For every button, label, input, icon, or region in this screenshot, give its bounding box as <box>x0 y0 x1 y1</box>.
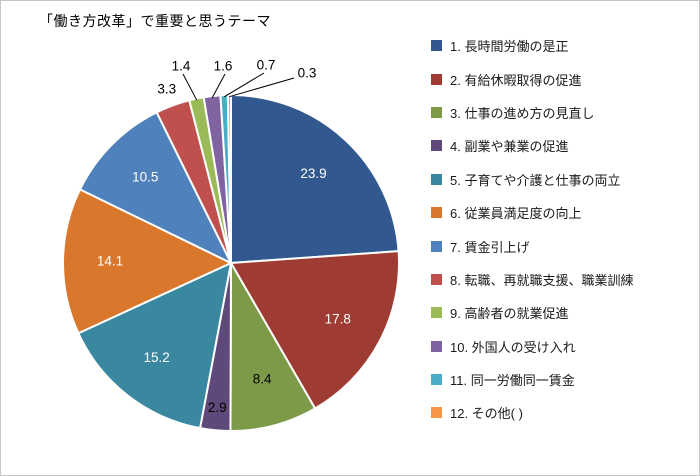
legend-swatch <box>431 106 442 118</box>
data-label: 10.5 <box>132 169 158 184</box>
legend-item: 12. その他( ) <box>431 396 693 429</box>
legend-swatch <box>431 240 442 252</box>
legend: 1. 長時間労働の是正 2. 有給休暇取得の促進 3. 仕事の進め方の見直し 4… <box>431 29 693 430</box>
legend-item: 3. 仕事の進め方の見直し <box>431 96 693 129</box>
pie-slice <box>230 250 400 410</box>
data-label: 2.9 <box>208 400 227 415</box>
legend-label: 4. 副業や兼業の促進 <box>450 139 569 155</box>
data-label: 0.3 <box>298 66 317 81</box>
legend-label: 11. 同一労働同一賃金 <box>450 373 575 389</box>
legend-label: 2. 有給休暇取得の促進 <box>450 72 582 88</box>
data-label: 23.9 <box>300 166 326 181</box>
legend-item: 1. 長時間労働の是正 <box>431 29 693 62</box>
legend-item: 8. 転職、再就職支援、職業訓練 <box>431 263 693 296</box>
legend-swatch <box>431 374 442 386</box>
legend-item: 2. 有給休暇取得の促進 <box>431 62 693 95</box>
legend-label: 10. 外国人の受け入れ <box>450 339 576 355</box>
legend-item: 11. 同一労働同一賃金 <box>431 363 693 396</box>
pie-slice <box>229 262 317 433</box>
legend-item: 10. 外国人の受け入れ <box>431 330 693 363</box>
data-label: 0.7 <box>257 58 276 73</box>
legend-item: 6. 従業員満足度の向上 <box>431 196 693 229</box>
legend-item: 7. 賃金引上げ <box>431 229 693 262</box>
label-leader-line <box>223 72 265 98</box>
data-label: 1.4 <box>172 59 191 74</box>
legend-swatch <box>431 173 442 185</box>
legend-label: 8. 転職、再就職支援、職業訓練 <box>450 272 634 288</box>
legend-label: 7. 賃金引上げ <box>450 239 530 255</box>
legend-item: 4. 副業や兼業の促進 <box>431 129 693 162</box>
pie-chart: 23.9 17.8 8.4 2.9 15.2 14.1 10.5 3.3 1.4 1.6 0.7 0.… <box>62 58 400 433</box>
label-leader-line <box>229 77 295 98</box>
data-label: 17.8 <box>325 311 351 326</box>
pie-slice <box>77 262 232 430</box>
data-label: 14.1 <box>97 253 123 268</box>
pie-slice <box>78 111 232 264</box>
legend-item: 5. 子育てや介護と仕事の両立 <box>431 163 693 196</box>
legend-swatch <box>431 273 442 285</box>
legend-label: 9. 高齢者の就業促進 <box>450 306 569 322</box>
legend-label: 6. 従業員満足度の向上 <box>450 206 582 222</box>
data-label: 15.2 <box>143 350 169 365</box>
legend-swatch <box>431 407 442 419</box>
legend-swatch <box>431 307 442 319</box>
legend-item: 9. 高齢者の就業促進 <box>431 296 693 329</box>
legend-label: 5. 子育てや介護と仕事の両立 <box>450 172 621 188</box>
data-label: 1.6 <box>214 59 233 74</box>
legend-swatch <box>431 140 442 152</box>
data-label: 8.4 <box>253 371 272 386</box>
legend-swatch <box>431 340 442 352</box>
legend-label: 3. 仕事の進め方の見直し <box>450 105 595 121</box>
legend-swatch <box>431 73 442 85</box>
label-leader-line <box>182 73 198 101</box>
label-leader-line <box>211 73 226 98</box>
chart-title: 「働き方改革」で重要と思うテーマ <box>39 13 271 29</box>
legend-swatch <box>431 207 442 219</box>
legend-label: 1. 長時間労働の是正 <box>450 39 569 55</box>
legend-swatch <box>431 40 442 52</box>
data-label: 3.3 <box>157 81 176 96</box>
pie-slice <box>230 94 400 264</box>
pie-slice <box>62 188 232 335</box>
legend-label: 12. その他( ) <box>450 406 523 422</box>
